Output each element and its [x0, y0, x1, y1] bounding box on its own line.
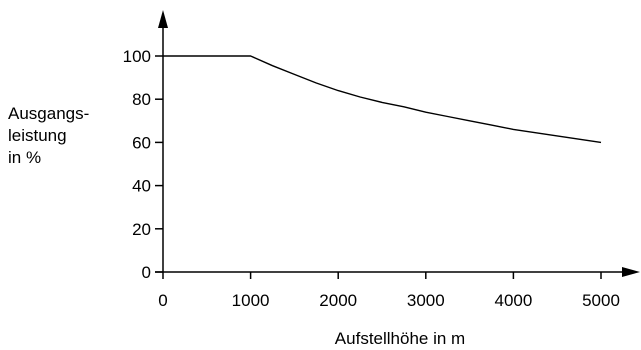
series-line: [163, 55, 602, 144]
x-axis: 0 1000 2000 3000 4000 5000: [155, 267, 640, 310]
x-tick-label: 2000: [319, 291, 357, 310]
x-tick-label: 1000: [232, 291, 270, 310]
y-tick-label: 60: [132, 133, 151, 152]
y-axis-arrowhead: [158, 10, 168, 28]
x-axis-title: Aufstellhöhe in m: [335, 329, 465, 348]
y-tick-label: 0: [142, 263, 151, 282]
x-axis-arrowhead: [622, 267, 640, 277]
y-axis: 0 20 40 60 80 100: [123, 10, 168, 282]
x-tick-label: 3000: [407, 291, 445, 310]
series-group: [163, 55, 602, 144]
y-tick-label: 20: [132, 220, 151, 239]
y-axis-title-line-2: leistung: [8, 126, 67, 145]
y-axis-title-line-1: Ausgangs-: [8, 104, 89, 123]
y-axis-title-line-3: in %: [8, 148, 41, 167]
x-tick-label: 0: [158, 291, 167, 310]
x-tick-label: 5000: [582, 291, 620, 310]
y-tick-label: 80: [132, 90, 151, 109]
y-tick-label: 100: [123, 47, 151, 66]
x-tick-label: 4000: [494, 291, 532, 310]
y-tick-label: 40: [132, 177, 151, 196]
